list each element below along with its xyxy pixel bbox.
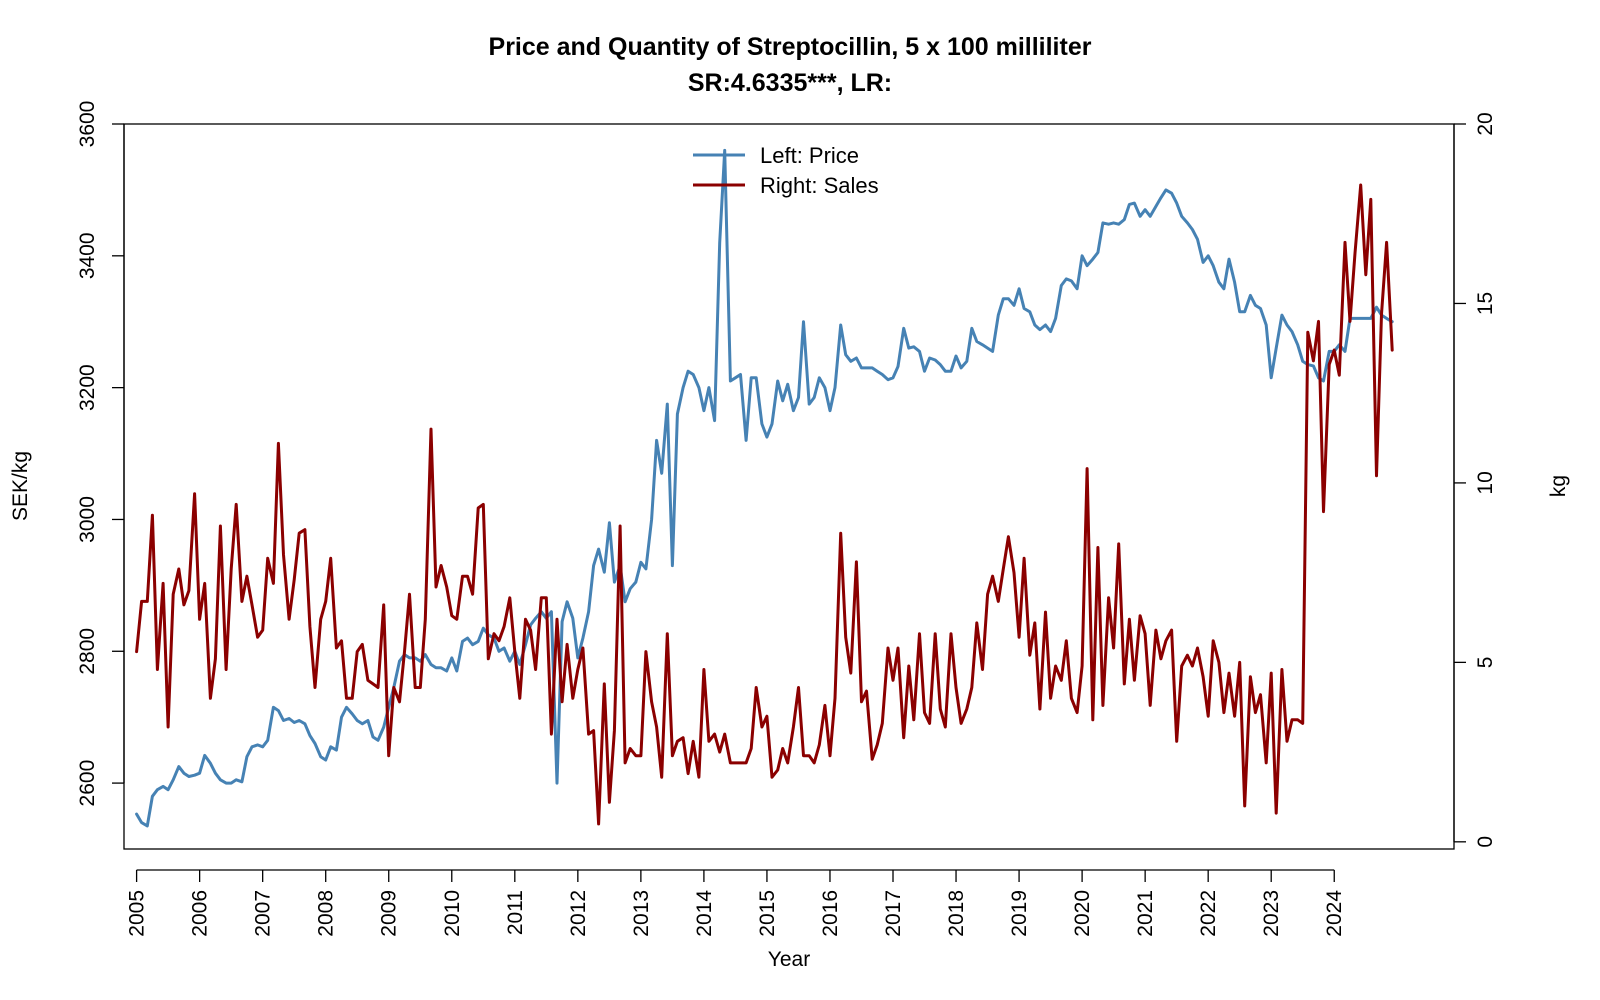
x-tick-label: 2013 <box>630 890 653 937</box>
y-right-tick-label: 20 <box>1474 112 1497 135</box>
y-left-axis: 2600 2800 3000 3200 3400 3600 <box>76 101 124 807</box>
series-layer <box>137 150 1393 826</box>
y-left-tick-label: 2800 <box>76 628 99 675</box>
x-tick-label: 2014 <box>693 890 716 937</box>
x-tick-label: 2006 <box>189 890 212 937</box>
legend-label-price: Left: Price <box>760 143 859 168</box>
y-right-tick-label: 0 <box>1474 836 1497 848</box>
legend: Left: Price Right: Sales <box>693 143 879 198</box>
x-tick-label: 2012 <box>567 890 590 937</box>
y-left-tick-label: 3600 <box>76 101 99 148</box>
x-tick-label: 2020 <box>1071 890 1094 937</box>
x-tick-label: 2018 <box>945 890 968 937</box>
x-tick-label: 2005 <box>126 890 149 937</box>
x-axis-label: Year <box>768 948 810 971</box>
x-tick-label: 2016 <box>819 890 842 937</box>
chart-subtitle: SR:4.6335***, LR: <box>688 69 892 97</box>
x-axis: 2005 2006 2007 2008 2009 2010 2011 2012 2013 2014… <box>126 870 1347 937</box>
x-tick-label: 2011 <box>504 890 527 935</box>
chart-title: Price and Quantity of Streptocillin, 5 x… <box>489 33 1092 61</box>
y-right-axis-label: kg <box>1547 475 1570 497</box>
x-tick-label: 2015 <box>756 890 779 937</box>
legend-label-sales: Right: Sales <box>760 173 879 198</box>
x-tick-label: 2021 <box>1134 890 1157 937</box>
y-left-tick-label: 3200 <box>76 364 99 411</box>
x-tick-label: 2010 <box>441 890 464 937</box>
x-tick-label: 2024 <box>1323 890 1346 937</box>
x-tick-label: 2007 <box>252 890 275 937</box>
y-left-axis-label: SEK/kg <box>9 451 32 521</box>
x-tick-label: 2017 <box>882 890 905 937</box>
y-right-axis: 0 5 10 15 20 <box>1454 112 1497 847</box>
plot-frame <box>124 124 1454 849</box>
x-tick-label: 2009 <box>378 890 401 937</box>
sales-series-line <box>137 185 1393 824</box>
y-left-tick-label: 3000 <box>76 496 99 543</box>
y-right-tick-label: 5 <box>1474 657 1497 669</box>
x-tick-label: 2022 <box>1197 890 1220 937</box>
x-tick-label: 2019 <box>1008 890 1031 937</box>
y-right-tick-label: 10 <box>1474 471 1497 494</box>
x-tick-label: 2008 <box>315 890 338 937</box>
y-left-tick-label: 2600 <box>76 760 99 807</box>
y-left-tick-label: 3400 <box>76 232 99 279</box>
x-tick-label: 2023 <box>1260 890 1283 937</box>
y-right-tick-label: 15 <box>1474 292 1497 315</box>
